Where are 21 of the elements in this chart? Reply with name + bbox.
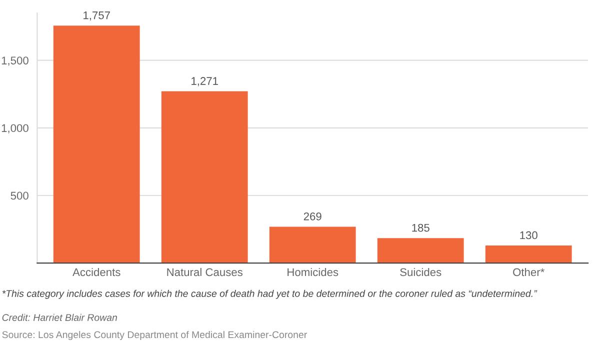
- bar: [269, 226, 356, 264]
- x-tick-label: Suicides: [400, 268, 442, 276]
- data-label: 1,271: [192, 77, 218, 86]
- data-label: 130: [520, 231, 538, 240]
- y-tick-label: 1,000: [2, 124, 28, 134]
- bar: [485, 246, 572, 264]
- y-tick-label: 1,500: [2, 56, 28, 66]
- x-tick-label: Homicides: [288, 268, 338, 276]
- bar: [161, 91, 248, 264]
- x-tick-label: Other*: [513, 268, 544, 276]
- y-tick-label: 500: [10, 192, 28, 200]
- text: Credit: Harriet Blair Rowan: [2, 314, 117, 321]
- bar: [377, 238, 464, 264]
- data-label: 1,757: [84, 11, 110, 21]
- data-label: 269: [304, 212, 322, 220]
- bar: [53, 26, 140, 264]
- x-tick-label: Natural Causes: [167, 268, 242, 276]
- source-note: Source: Los Angeles County Department of Medical Examiner-Coroner: [2, 330, 307, 340]
- data-label: 185: [412, 224, 430, 232]
- text: *This category includes cases for which the cause of death had yet to be determined or the coroner ruled as “undetermined.”: [2, 290, 538, 299]
- x-tick-label: Accidents: [72, 268, 120, 276]
